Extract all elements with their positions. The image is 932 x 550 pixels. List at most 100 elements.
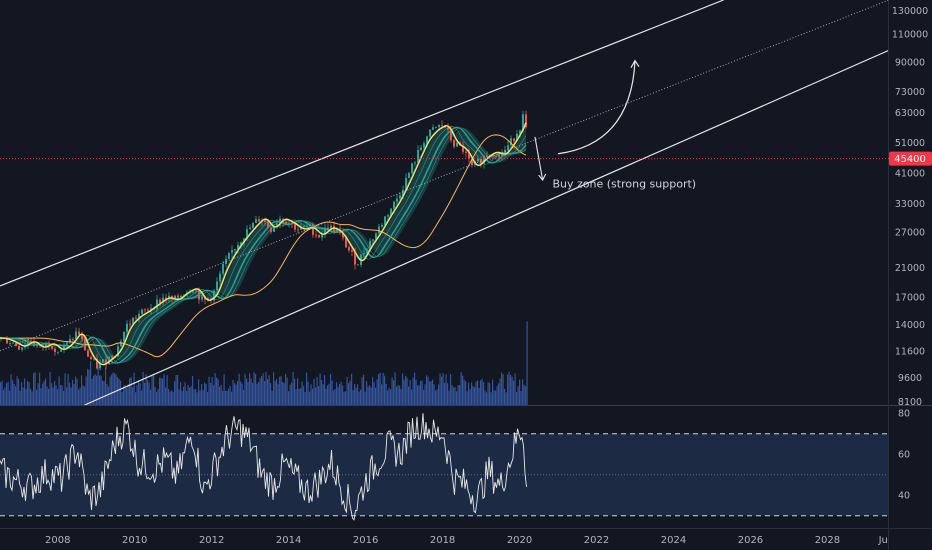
candle-body xyxy=(447,127,449,130)
volume-bar xyxy=(88,369,90,405)
volume-bar xyxy=(280,376,282,405)
volume-bar xyxy=(498,383,500,405)
candle-body xyxy=(333,225,335,233)
volume-bar xyxy=(174,381,176,405)
volume-bar xyxy=(330,373,332,405)
volume-bar xyxy=(460,372,462,405)
candle-body xyxy=(507,145,509,150)
rsi-axis[interactable]: 80 60 40 xyxy=(898,409,910,502)
volume-bar xyxy=(274,380,276,405)
volume-bar xyxy=(367,386,369,405)
trend-channel[interactable] xyxy=(0,0,890,406)
price-tick-label: 51000 xyxy=(895,138,925,149)
rsi-panel[interactable] xyxy=(0,433,889,517)
volume-bar xyxy=(160,377,162,405)
volume-bar xyxy=(445,374,447,405)
volume-bar xyxy=(357,384,359,405)
volume-bar xyxy=(474,387,476,405)
candle-body xyxy=(297,229,299,231)
volume-bar xyxy=(100,375,102,405)
volume-bar xyxy=(51,383,53,405)
volume-bar xyxy=(309,391,311,405)
volume-bar xyxy=(154,386,156,405)
candle-body xyxy=(408,173,410,178)
time-axis[interactable]: 2008 2010 2012 2014 2016 2018 2020 2022 2024 2026… xyxy=(45,535,888,546)
volume-bar xyxy=(193,389,195,405)
volume-bar xyxy=(294,378,296,405)
volume-bar xyxy=(426,375,428,405)
candle-body xyxy=(405,177,407,190)
volume-bar xyxy=(285,374,287,405)
volume-bar xyxy=(69,382,71,405)
volume-bar xyxy=(292,371,294,405)
candle-body xyxy=(108,356,110,365)
candle-body xyxy=(267,221,269,228)
volume-bar xyxy=(96,375,98,405)
volume-bar xyxy=(156,391,158,405)
volume-bar xyxy=(75,376,77,405)
candle-body xyxy=(144,309,146,311)
volume-bar xyxy=(217,379,219,405)
price-axis[interactable]: 130000 110000 90000 73000 63000 51000 41000 330… xyxy=(892,6,928,408)
volume-bar xyxy=(82,385,84,405)
volume-bar xyxy=(484,390,486,405)
volume-bar xyxy=(444,383,446,405)
buy-zone-annotation[interactable]: Buy zone (strong support) xyxy=(552,178,696,191)
annotation-arrows[interactable] xyxy=(534,59,640,182)
candle-body xyxy=(72,339,74,340)
volume-bar xyxy=(181,391,183,405)
volume-bar xyxy=(12,380,14,405)
volume-bar xyxy=(433,384,435,405)
candle-body xyxy=(201,296,203,300)
rsi-tick-label: 40 xyxy=(898,491,910,502)
volume-bar xyxy=(70,387,72,405)
volume-bar xyxy=(90,361,92,405)
volume-bar xyxy=(15,386,17,405)
volume-bar xyxy=(438,384,440,405)
candle-body xyxy=(207,298,209,300)
volume-bar xyxy=(283,383,285,405)
candle-body xyxy=(105,359,107,365)
candle-body xyxy=(150,308,152,311)
candle-body xyxy=(213,290,215,301)
candle-body xyxy=(435,127,437,128)
volume-bar xyxy=(349,380,351,405)
volume-bar xyxy=(184,382,186,405)
volume-bar xyxy=(403,379,405,405)
volume-bar xyxy=(414,372,416,405)
price-candles[interactable] xyxy=(0,110,527,371)
volume-bar xyxy=(205,383,207,405)
volume-bar xyxy=(289,384,291,405)
volume-bar xyxy=(375,387,377,405)
volume-bar xyxy=(240,381,242,405)
volume-bar xyxy=(427,376,429,405)
candle-body xyxy=(486,155,488,158)
channel-upper-line xyxy=(0,0,724,287)
volume-bar xyxy=(435,390,437,405)
price-tick-label: 14000 xyxy=(895,320,925,331)
volume-bar xyxy=(177,374,179,405)
pullback-arrow xyxy=(534,136,544,181)
candle-body xyxy=(156,299,158,309)
candle-body xyxy=(324,227,326,235)
rsi-tick-label: 80 xyxy=(898,409,910,420)
current-price-badge xyxy=(889,151,932,166)
volume-bar xyxy=(282,381,284,405)
volume-bar xyxy=(1,380,3,405)
volume-bar xyxy=(270,383,272,405)
volume-bar xyxy=(364,391,366,405)
volume-bar xyxy=(390,389,392,405)
price-tick-label: 33000 xyxy=(895,199,925,210)
candle-body xyxy=(189,292,191,294)
candle-body xyxy=(54,348,56,352)
volume-bar xyxy=(145,374,147,405)
price-tick-label: 17000 xyxy=(895,293,925,304)
volume-bar xyxy=(169,391,171,405)
volume-bar xyxy=(339,384,341,405)
volume-bar xyxy=(277,384,279,405)
volume-bar xyxy=(30,388,32,405)
candle-body xyxy=(504,149,506,156)
volume-bar xyxy=(378,374,380,405)
volume-bar xyxy=(490,392,492,405)
